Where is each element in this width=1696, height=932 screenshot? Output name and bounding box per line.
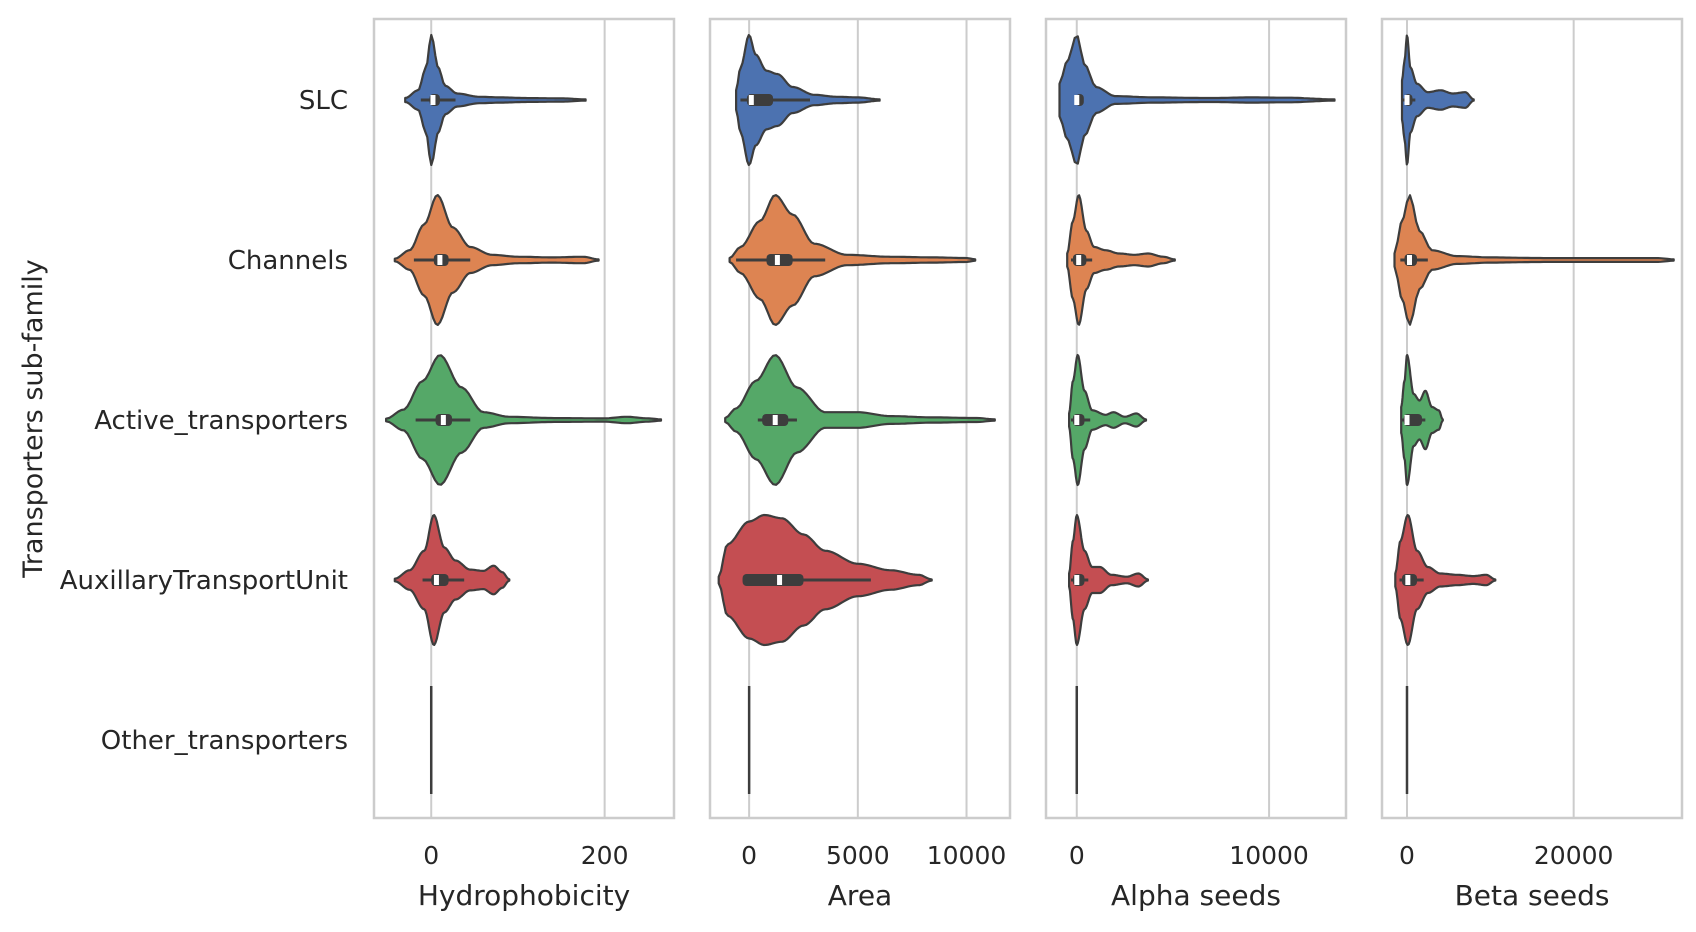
x-tick-label-alpha-seeds-0: 0 (1069, 841, 1085, 870)
median-marker-beta-seeds-slc (1404, 95, 1410, 105)
y-tick-label-active-transporters: Active_transporters (94, 406, 348, 436)
violin-beta-seeds-channels (1393, 194, 1675, 326)
x-tick-label-area-0: 0 (741, 841, 757, 870)
median-marker-hydrophobicity-auxillarytransportunit (433, 575, 439, 585)
x-axis-label-alpha-seeds: Alpha seeds (1111, 879, 1281, 912)
panel-frame-alpha-seeds (1044, 17, 1348, 820)
median-marker-area-slc (748, 95, 754, 105)
x-tick-label-hydrophobicity-200: 200 (581, 841, 629, 870)
panel-frame-beta-seeds (1380, 17, 1684, 820)
x-tick-label-area-10000: 10000 (927, 841, 1007, 870)
violin-hydrophobicity-channels (393, 194, 600, 326)
violin-alpha-seeds-auxillarytransportunit (1068, 514, 1149, 646)
violin-area-channels (728, 194, 977, 326)
x-axis-label-hydrophobicity: Hydrophobicity (418, 879, 630, 912)
median-marker-alpha-seeds-channels (1076, 255, 1082, 265)
median-marker-alpha-seeds-slc (1074, 95, 1080, 105)
iqr-box-area-auxillarytransportunit (742, 574, 804, 586)
violin-hydrophobicity-active-transporters (385, 354, 663, 486)
median-marker-area-channels (774, 255, 780, 265)
median-marker-beta-seeds-channels (1407, 255, 1412, 265)
violin-beta-seeds-auxillarytransportunit (1394, 514, 1497, 646)
x-tick-label-area-5000: 5000 (826, 841, 890, 870)
x-tick-label-alpha-seeds-10000: 10000 (1229, 841, 1309, 870)
median-marker-area-active-transporters (772, 415, 778, 425)
violin-beta-seeds-slc (1400, 34, 1475, 166)
violin-alpha-seeds-active-transporters (1068, 353, 1148, 487)
x-tick-label-beta-seeds-20000: 20000 (1534, 841, 1614, 870)
violin-area-active-transporters (724, 354, 996, 486)
violin-alpha-seeds-slc (1058, 35, 1336, 165)
y-tick-label-auxillarytransportunit: AuxillaryTransportUnit (60, 566, 348, 596)
y-tick-label-other-transporters: Other_transporters (101, 726, 348, 756)
median-marker-hydrophobicity-slc (430, 95, 436, 105)
median-marker-alpha-seeds-active-transporters (1074, 415, 1080, 425)
violin-hydrophobicity-slc (404, 33, 587, 167)
x-axis-label-beta-seeds: Beta seeds (1455, 879, 1610, 912)
violin-alpha-seeds-channels (1066, 194, 1176, 326)
iqr-box-hydrophobicity-auxillarytransportunit (431, 574, 449, 586)
x-tick-label-beta-seeds-0: 0 (1399, 841, 1415, 870)
median-marker-hydrophobicity-channels (437, 255, 443, 265)
median-marker-beta-seeds-active-transporters (1404, 415, 1410, 425)
median-marker-beta-seeds-auxillarytransportunit (1405, 575, 1411, 585)
median-marker-area-auxillarytransportunit (777, 575, 783, 585)
y-tick-label-channels: Channels (228, 246, 348, 276)
panel-frame-hydrophobicity (372, 17, 676, 820)
median-marker-alpha-seeds-auxillarytransportunit (1074, 575, 1080, 585)
median-marker-hydrophobicity-active-transporters (440, 415, 446, 425)
y-tick-label-slc: SLC (299, 86, 348, 116)
x-axis-label-area: Area (828, 879, 892, 912)
y-axis-label: Transporters sub-family (18, 259, 49, 578)
x-tick-label-hydrophobicity-0: 0 (423, 841, 439, 870)
panel-frame-area (708, 17, 1012, 820)
